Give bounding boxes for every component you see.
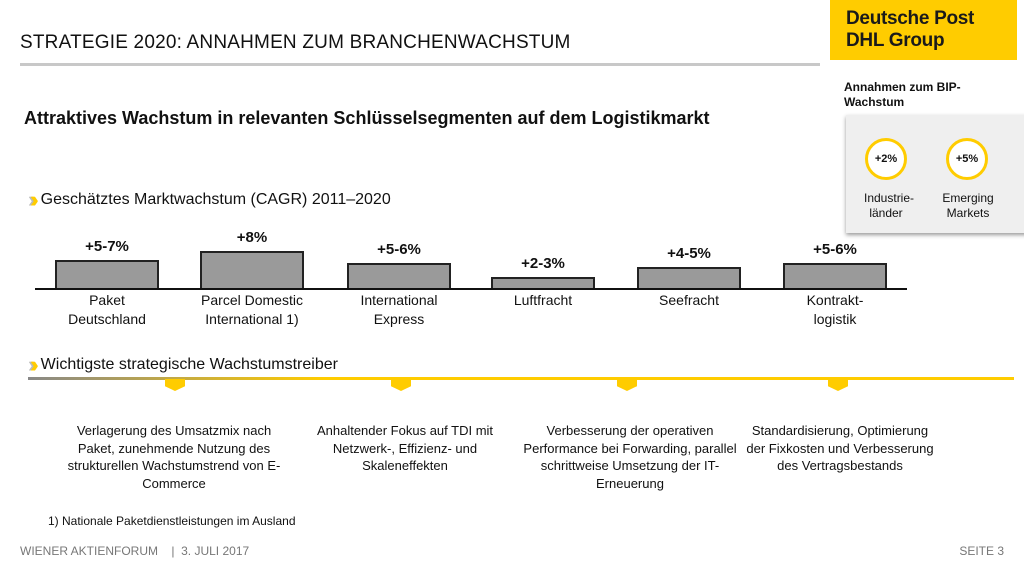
bip-label-industrial: Industrie-länder <box>864 191 915 220</box>
category-label: Seefracht <box>659 292 719 308</box>
bar <box>491 276 595 288</box>
bip-value-industrial: +2% <box>865 138 907 180</box>
data-label: +5-6% <box>813 240 857 258</box>
category-label: International Express <box>360 292 438 327</box>
bip-value-emerging: +5% <box>946 138 988 180</box>
marker-tab <box>828 379 848 391</box>
marker-tab <box>391 379 411 391</box>
drivers-divider <box>28 377 1014 380</box>
category-label: Kontrakt-logistik <box>806 292 864 327</box>
title-divider <box>20 63 820 66</box>
driver-text: Verbesserung der operativen Performance … <box>523 423 737 491</box>
marker-tab <box>617 379 637 391</box>
slide-subtitle: Attraktives Wachstum in relevanten Schlü… <box>24 108 710 128</box>
bip-label-emerging: Emerging Markets <box>942 191 994 220</box>
chart-title: Geschätztes Marktwachstum (CAGR) 2011–20… <box>40 191 391 208</box>
category-label: Luftfracht <box>513 292 573 308</box>
company-logo: Deutsche Post DHL Group <box>830 0 1017 60</box>
drivers-title: Wichtigste strategische Wachstumstreiber <box>40 356 338 373</box>
bar <box>55 260 159 288</box>
drivers-section-header: ›› Wichtigste strategische Wachstumstrei… <box>30 352 338 378</box>
bip-box: +2% Industrie-länder +5% Emerging Market… <box>846 115 1024 233</box>
bar <box>347 262 451 288</box>
footer-left: WIENER AKTIENFORUM | 3. JULI 2017 <box>20 544 250 558</box>
data-label: +2-3% <box>521 254 565 272</box>
driver-text: Standardisierung, Optimierung der Fixkos… <box>746 423 934 473</box>
footnote: 1) Nationale Paketdienstleistungen im Au… <box>48 514 296 528</box>
driver-text: Anhaltender Fokus auf TDI mit Netzwerk-,… <box>316 423 494 473</box>
data-label: +5-7% <box>85 238 129 256</box>
bar <box>783 262 887 288</box>
category-label: Paket Deutschland <box>68 292 146 327</box>
chart-section-header: ›› Geschätztes Marktwachstum (CAGR) 2011… <box>30 187 391 213</box>
page-number: SEITE 3 <box>959 544 1004 558</box>
bar <box>200 251 304 288</box>
data-label: +4-5% <box>667 245 711 263</box>
x-axis-line <box>35 288 907 290</box>
page-title: STRATEGIE 2020: ANNAHMEN ZUM BRANCHENWAC… <box>20 32 571 53</box>
bip-title: Annahmen zum BIP-Wachstum <box>844 80 961 109</box>
marker-tab <box>165 379 185 391</box>
category-label: Parcel Domestic International 1) <box>201 292 303 327</box>
chevron-icon: ›› <box>30 352 38 377</box>
driver-text: Verlagerung des Umsatzmix nach Paket, zu… <box>67 423 281 491</box>
bar <box>637 267 741 288</box>
data-label: +8% <box>236 229 268 247</box>
data-label: +5-6% <box>377 240 421 258</box>
